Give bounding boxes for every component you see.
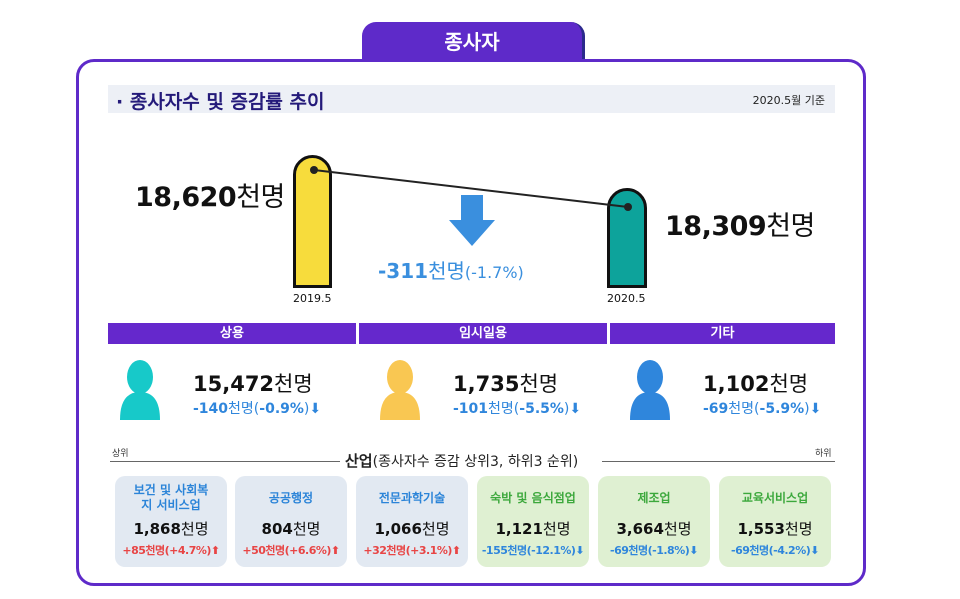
industry-change: +85천명(+4.7%)⬆ <box>122 544 220 557</box>
value-unit: 천명 <box>236 182 285 213</box>
top-label: 상위 <box>112 449 129 459</box>
category-header-regular: 상용 <box>108 323 356 344</box>
industry-value: 1,121천명 <box>495 520 571 538</box>
industry-name: 숙박 및 음식점업 <box>490 490 576 505</box>
value-number: 18,309 <box>665 211 767 242</box>
category-header-temporary: 임시일용 <box>359 323 607 344</box>
total-change: -311천명(-1.7%) <box>378 255 524 284</box>
industry-change: -69천명(-1.8%)⬇ <box>610 544 698 557</box>
industry-card: 교육서비스업 1,553천명 -69천명(-4.2%)⬇ <box>719 476 831 567</box>
industry-change: +32천명(+3.1%)⬆ <box>363 544 461 557</box>
category-header-other: 기타 <box>610 323 835 344</box>
industry-change: +50천명(+6.6%)⬆ <box>242 544 340 557</box>
value-2020: 18,309천명 <box>665 204 815 243</box>
industry-name: 교육서비스업 <box>741 490 809 505</box>
industry-heading: 산업(종사자수 증감 상위3, 하위3 순위) <box>345 450 578 471</box>
industry-title: 산업 <box>345 452 373 470</box>
divider-right <box>602 461 835 462</box>
change-unit: 천명 <box>428 259 465 283</box>
change-pct: (-1.7%) <box>464 263 524 282</box>
down-arrow-icon: ⬇ <box>569 401 582 417</box>
bottom-label: 하위 <box>815 449 832 459</box>
up-arrow-icon: ⬆ <box>330 544 340 557</box>
category-value: 1,735천명 <box>453 372 559 396</box>
down-arrow-icon: ⬇ <box>810 544 819 557</box>
category-change: -69천명(-5.9%)⬇ <box>703 401 822 417</box>
industry-subtitle: (종사자수 증감 상위3, 하위3 순위) <box>372 454 579 470</box>
trend-line <box>310 166 632 246</box>
person-icon <box>380 360 420 420</box>
industry-value: 1,868천명 <box>133 520 209 538</box>
industry-card: 제조업 3,664천명 -69천명(-1.8%)⬇ <box>598 476 710 567</box>
section-title: · 종사자수 및 증감률 추이 <box>116 91 325 113</box>
industry-name: 공공행정 <box>268 490 314 505</box>
value-2019: 18,620천명 <box>135 175 285 214</box>
industry-name: 전문과학기술 <box>378 490 446 505</box>
up-arrow-icon: ⬆ <box>451 544 461 557</box>
industry-value: 1,553천명 <box>737 520 813 538</box>
industry-card: 보건 및 사회복지 서비스업 1,868천명 +85천명(+4.7%)⬆ <box>115 476 227 567</box>
industry-card: 공공행정 804천명 +50천명(+6.6%)⬆ <box>235 476 347 567</box>
category-change: -140천명(-0.9%)⬇ <box>193 401 322 417</box>
person-icon <box>120 360 160 420</box>
down-arrow-icon: ⬇ <box>689 544 698 557</box>
industry-change: -69천명(-4.2%)⬇ <box>731 544 819 557</box>
industry-name: 보건 및 사회복지 서비스업 <box>133 483 209 512</box>
category-change: -101천명(-5.5%)⬇ <box>453 401 582 417</box>
industry-value: 804천명 <box>261 520 321 538</box>
industry-change: -155천명(-12.1%)⬇ <box>481 544 585 557</box>
section-title-bar: · 종사자수 및 증감률 추이 2020.5월 기준 <box>108 85 835 113</box>
down-arrow-icon <box>449 195 495 246</box>
down-arrow-icon: ⬇ <box>575 544 585 557</box>
industry-name: 제조업 <box>637 490 671 505</box>
down-arrow-icon: ⬇ <box>809 401 822 417</box>
reference-date: 2020.5월 기준 <box>752 94 825 107</box>
change-value: -311 <box>378 259 429 283</box>
section-tab: 종사자 <box>362 22 585 62</box>
person-icon <box>630 360 670 420</box>
bar-2019 <box>293 155 332 288</box>
industry-card: 전문과학기술 1,066천명 +32천명(+3.1%)⬆ <box>356 476 468 567</box>
up-arrow-icon: ⬆ <box>210 544 220 557</box>
industry-card: 숙박 및 음식점업 1,121천명 -155천명(-12.1%)⬇ <box>477 476 589 567</box>
point-2019 <box>310 166 318 174</box>
value-unit: 천명 <box>766 211 815 242</box>
industry-value: 3,664천명 <box>616 520 692 538</box>
down-arrow-icon: ⬇ <box>309 401 322 417</box>
industry-value: 1,066천명 <box>374 520 450 538</box>
category-value: 15,472천명 <box>193 372 313 396</box>
year-label-2020: 2020.5 <box>607 292 646 305</box>
value-number: 18,620 <box>135 182 237 213</box>
content-frame <box>76 59 866 586</box>
point-2020 <box>624 203 632 211</box>
divider-left <box>110 461 340 462</box>
year-label-2019: 2019.5 <box>293 292 332 305</box>
category-value: 1,102천명 <box>703 372 809 396</box>
